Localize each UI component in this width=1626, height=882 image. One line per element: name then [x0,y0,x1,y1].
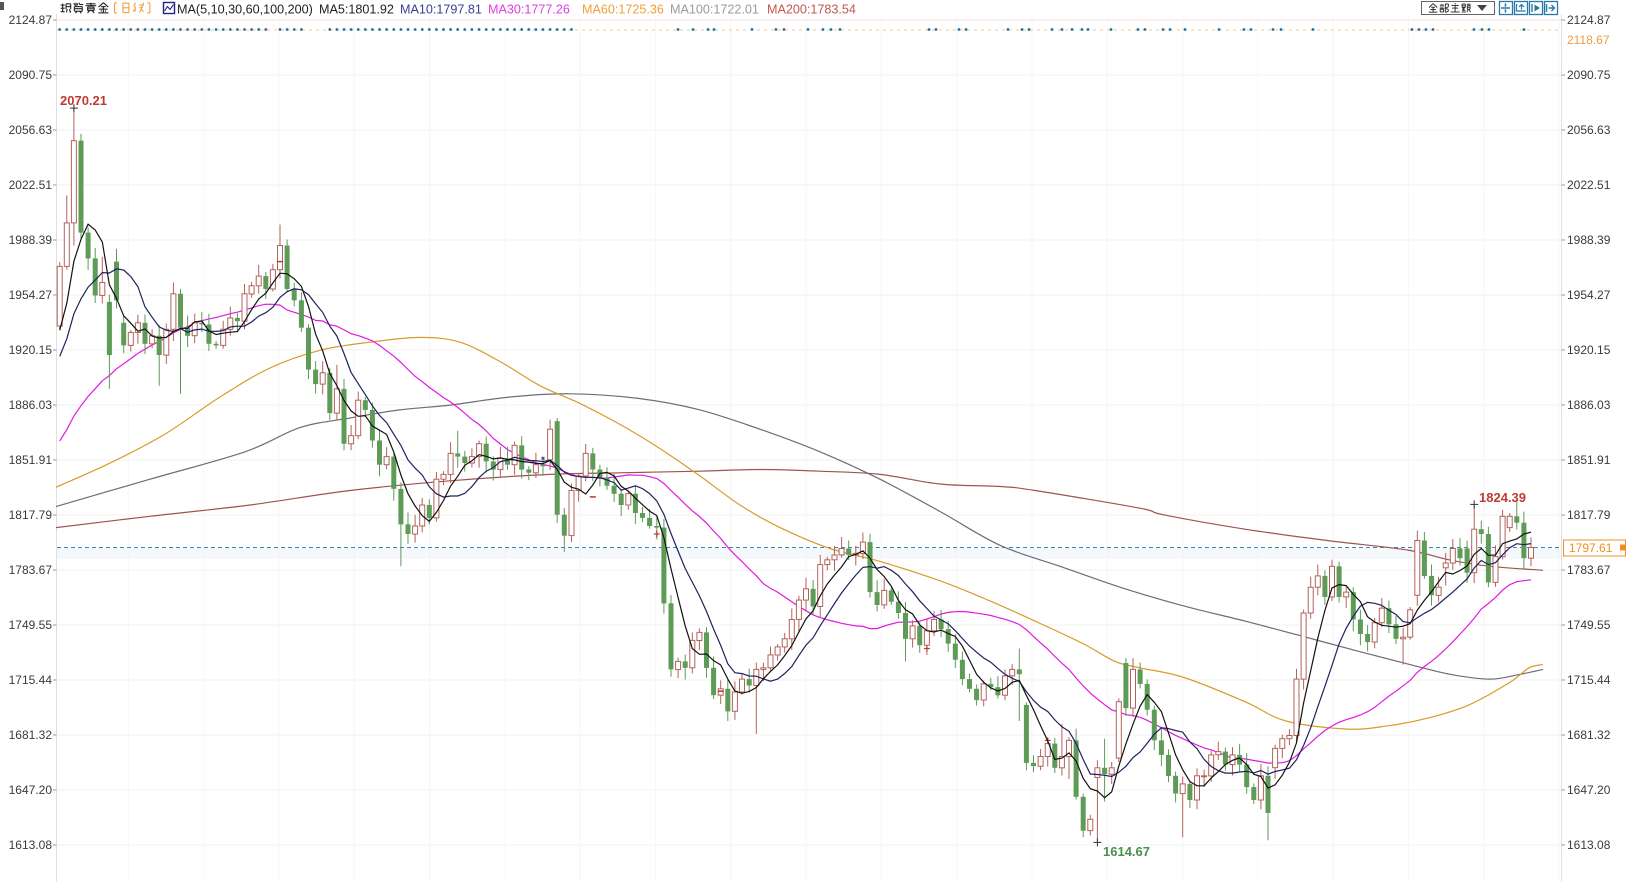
svg-text:1988.39: 1988.39 [9,233,53,247]
svg-text:MA100:1722.01: MA100:1722.01 [670,3,759,17]
svg-text:1817.79: 1817.79 [1567,508,1611,522]
svg-text:MA60:1725.36: MA60:1725.36 [582,3,664,17]
svg-text:1749.55: 1749.55 [9,618,53,632]
svg-text:1749.55: 1749.55 [1567,618,1611,632]
svg-text:1954.27: 1954.27 [9,288,53,302]
svg-text:1824.39: 1824.39 [1479,490,1526,505]
svg-text:2022.51: 2022.51 [9,178,53,192]
svg-text:MA5:1801.92: MA5:1801.92 [319,3,394,17]
svg-text:1851.91: 1851.91 [1567,453,1611,467]
svg-text:MA10:1797.81: MA10:1797.81 [400,3,482,17]
svg-text:1783.67: 1783.67 [1567,563,1611,577]
svg-text:1988.39: 1988.39 [1567,233,1611,247]
svg-text:1681.32: 1681.32 [1567,728,1611,742]
svg-text:1851.91: 1851.91 [9,453,53,467]
svg-text:1920.15: 1920.15 [1567,343,1611,357]
svg-text:1797.61: 1797.61 [1569,541,1613,555]
svg-text:2070.21: 2070.21 [60,93,107,108]
svg-text:2056.63: 2056.63 [1567,123,1611,137]
svg-text:1715.44: 1715.44 [1567,673,1611,687]
svg-text:1920.15: 1920.15 [9,343,53,357]
svg-text:2056.63: 2056.63 [9,123,53,137]
svg-text:2022.51: 2022.51 [1567,178,1611,192]
svg-text:2124.87: 2124.87 [1567,13,1611,27]
svg-text:2090.75: 2090.75 [1567,68,1611,82]
svg-text:MA200:1783.54: MA200:1783.54 [767,3,856,17]
svg-text:1613.08: 1613.08 [9,838,53,852]
svg-text:1886.03: 1886.03 [9,398,53,412]
svg-text:1614.67: 1614.67 [1103,844,1150,859]
svg-text:1647.20: 1647.20 [9,783,53,797]
svg-text:1783.67: 1783.67 [9,563,53,577]
svg-text:1647.20: 1647.20 [1567,783,1611,797]
svg-text:MA(5,10,30,60,100,200): MA(5,10,30,60,100,200) [177,3,313,17]
svg-text:1817.79: 1817.79 [9,508,53,522]
svg-text:1886.03: 1886.03 [1567,398,1611,412]
svg-text:2090.75: 2090.75 [9,68,53,82]
svg-text:2118.67: 2118.67 [1567,33,1610,47]
svg-text:MA30:1777.26: MA30:1777.26 [488,3,570,17]
svg-text:2124.87: 2124.87 [9,13,53,27]
svg-text:1681.32: 1681.32 [9,728,53,742]
svg-text:1613.08: 1613.08 [1567,838,1611,852]
svg-text:1954.27: 1954.27 [1567,288,1611,302]
svg-text:1715.44: 1715.44 [9,673,53,687]
